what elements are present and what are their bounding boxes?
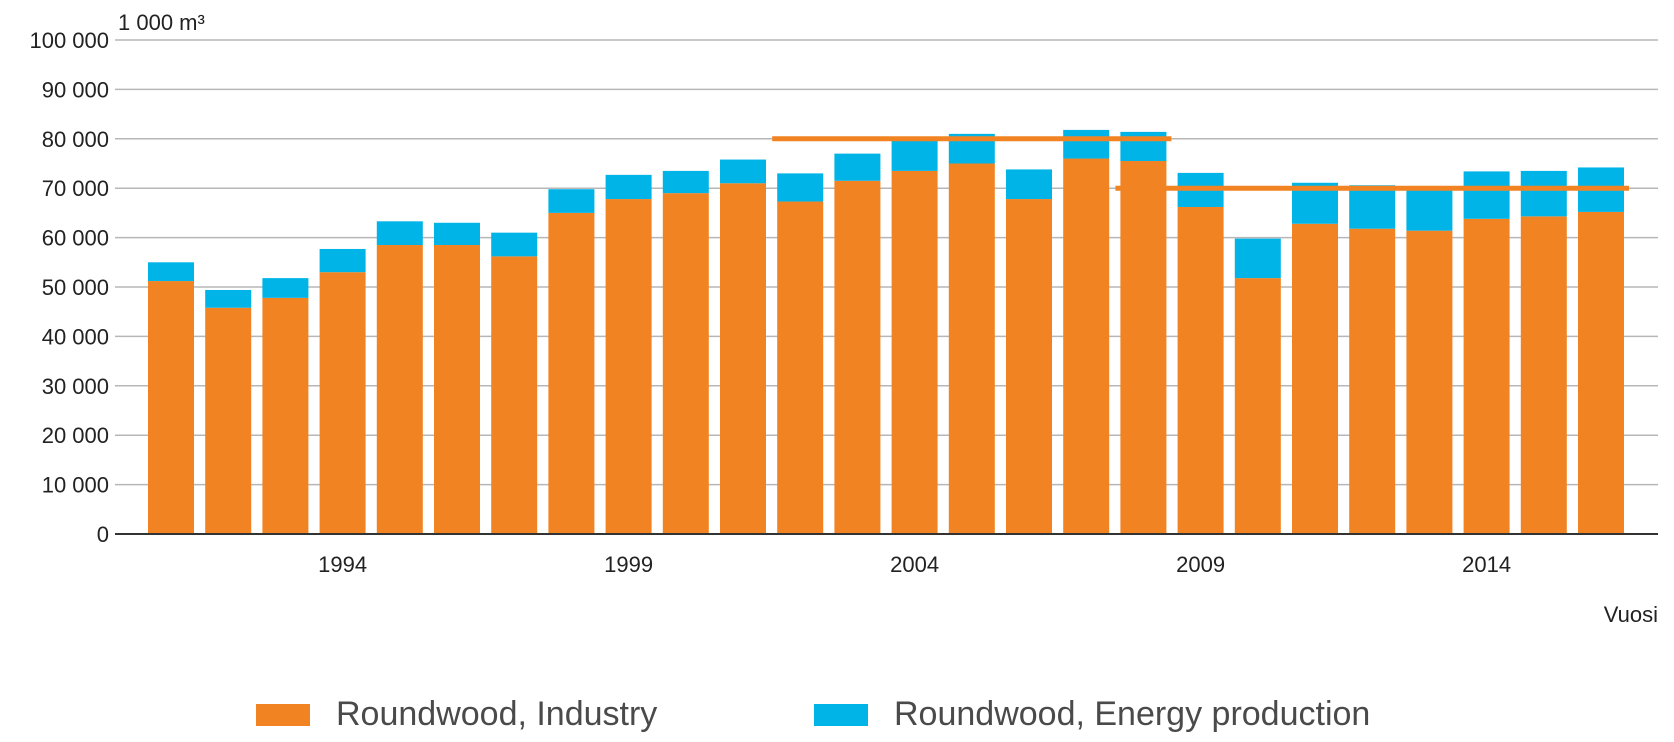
- bar-energy: [662, 170, 709, 194]
- bar-energy: [205, 289, 252, 308]
- bar-industry: [1063, 158, 1110, 534]
- y-tick-label: 30 000: [42, 374, 109, 399]
- bar-energy: [376, 221, 423, 246]
- bar-energy: [262, 278, 309, 298]
- bar-industry: [1006, 199, 1052, 534]
- grid-lines: [115, 39, 1658, 486]
- bar-energy: [319, 248, 366, 273]
- y-tick-label: 20 000: [42, 423, 109, 448]
- x-tick-label: 2004: [890, 552, 939, 577]
- bar-energy: [1349, 185, 1396, 229]
- x-tick-label: 1999: [604, 552, 653, 577]
- bar-energy: [1234, 238, 1281, 279]
- y-tick-label: 0: [97, 522, 109, 547]
- bar-energy: [777, 173, 824, 202]
- bar-energy: [1006, 169, 1052, 200]
- bars: [148, 129, 1624, 535]
- bar-industry: [1349, 228, 1396, 534]
- bar-energy: [434, 222, 480, 246]
- bar-industry: [376, 245, 423, 534]
- bar-energy: [891, 138, 938, 171]
- bar-industry: [1463, 218, 1510, 534]
- bar-industry: [491, 256, 538, 534]
- y-tick-label: 50 000: [42, 275, 109, 300]
- stacked-bar-chart: 0 10 000 20 000 30 000 40 000 50 000 60 000 70 …: [29, 10, 1658, 627]
- bar-industry: [1578, 211, 1624, 535]
- bar-energy: [548, 189, 595, 213]
- bar-industry: [1234, 278, 1281, 534]
- y-tick-labels: 0 10 000 20 000 30 000 40 000 50 000 60 000 70 …: [29, 28, 109, 547]
- bar-energy: [1406, 187, 1453, 231]
- y-tick-label: 100 000: [29, 28, 109, 53]
- bar-industry: [262, 297, 309, 534]
- bar-industry: [834, 180, 881, 535]
- y-tick-label: 40 000: [42, 324, 109, 349]
- y-tick-label: 90 000: [42, 77, 109, 102]
- bar-energy: [720, 159, 766, 184]
- bar-energy: [1520, 170, 1567, 217]
- legend-label-energy: Roundwood, Energy production: [894, 695, 1371, 733]
- legend: Roundwood, Industry Roundwood, Energy pr…: [0, 695, 1674, 735]
- y-tick-label: 70 000: [42, 176, 109, 201]
- bar-industry: [720, 183, 766, 534]
- bar-industry: [548, 212, 595, 534]
- legend-swatch-industry: [256, 703, 310, 726]
- bar-energy: [1463, 171, 1510, 219]
- legend-swatch-energy: [814, 703, 868, 726]
- bar-industry: [1120, 161, 1167, 534]
- bar-industry: [605, 199, 652, 534]
- bar-energy: [148, 262, 194, 282]
- bar-industry: [1177, 206, 1224, 535]
- legend-label-industry: Roundwood, Industry: [336, 695, 658, 733]
- reference-lines: [772, 136, 1629, 191]
- bar-industry: [662, 193, 709, 534]
- y-tick-label: 80 000: [42, 127, 109, 152]
- bar-industry: [1406, 230, 1453, 534]
- x-tick-label: 1994: [318, 552, 367, 577]
- bar-industry: [777, 201, 824, 534]
- bar-energy: [834, 153, 881, 181]
- y-tick-label: 10 000: [42, 473, 109, 498]
- x-tick-labels: 1994 1999 2004 2009 2014: [318, 552, 1511, 577]
- bar-energy: [491, 232, 538, 257]
- bar-industry: [1520, 216, 1567, 534]
- bar-industry: [891, 170, 938, 534]
- bar-industry: [205, 307, 252, 534]
- bar-industry: [948, 163, 995, 534]
- bar-energy: [1120, 131, 1167, 162]
- bar-industry: [1292, 223, 1338, 534]
- bar-energy: [605, 174, 652, 200]
- legend-item-industry: Roundwood, Industry: [256, 695, 657, 734]
- x-tick-label: 2009: [1176, 552, 1225, 577]
- legend-item-energy: Roundwood, Energy production: [814, 695, 1370, 734]
- unit-label: 1 000 m³: [118, 10, 205, 35]
- bar-industry: [319, 272, 366, 534]
- x-axis-label: Vuosi: [1604, 602, 1658, 627]
- bar-energy: [1063, 129, 1110, 159]
- y-tick-label: 60 000: [42, 226, 109, 251]
- bar-industry: [434, 245, 480, 534]
- x-tick-label: 2014: [1462, 552, 1511, 577]
- bar-industry: [148, 281, 194, 534]
